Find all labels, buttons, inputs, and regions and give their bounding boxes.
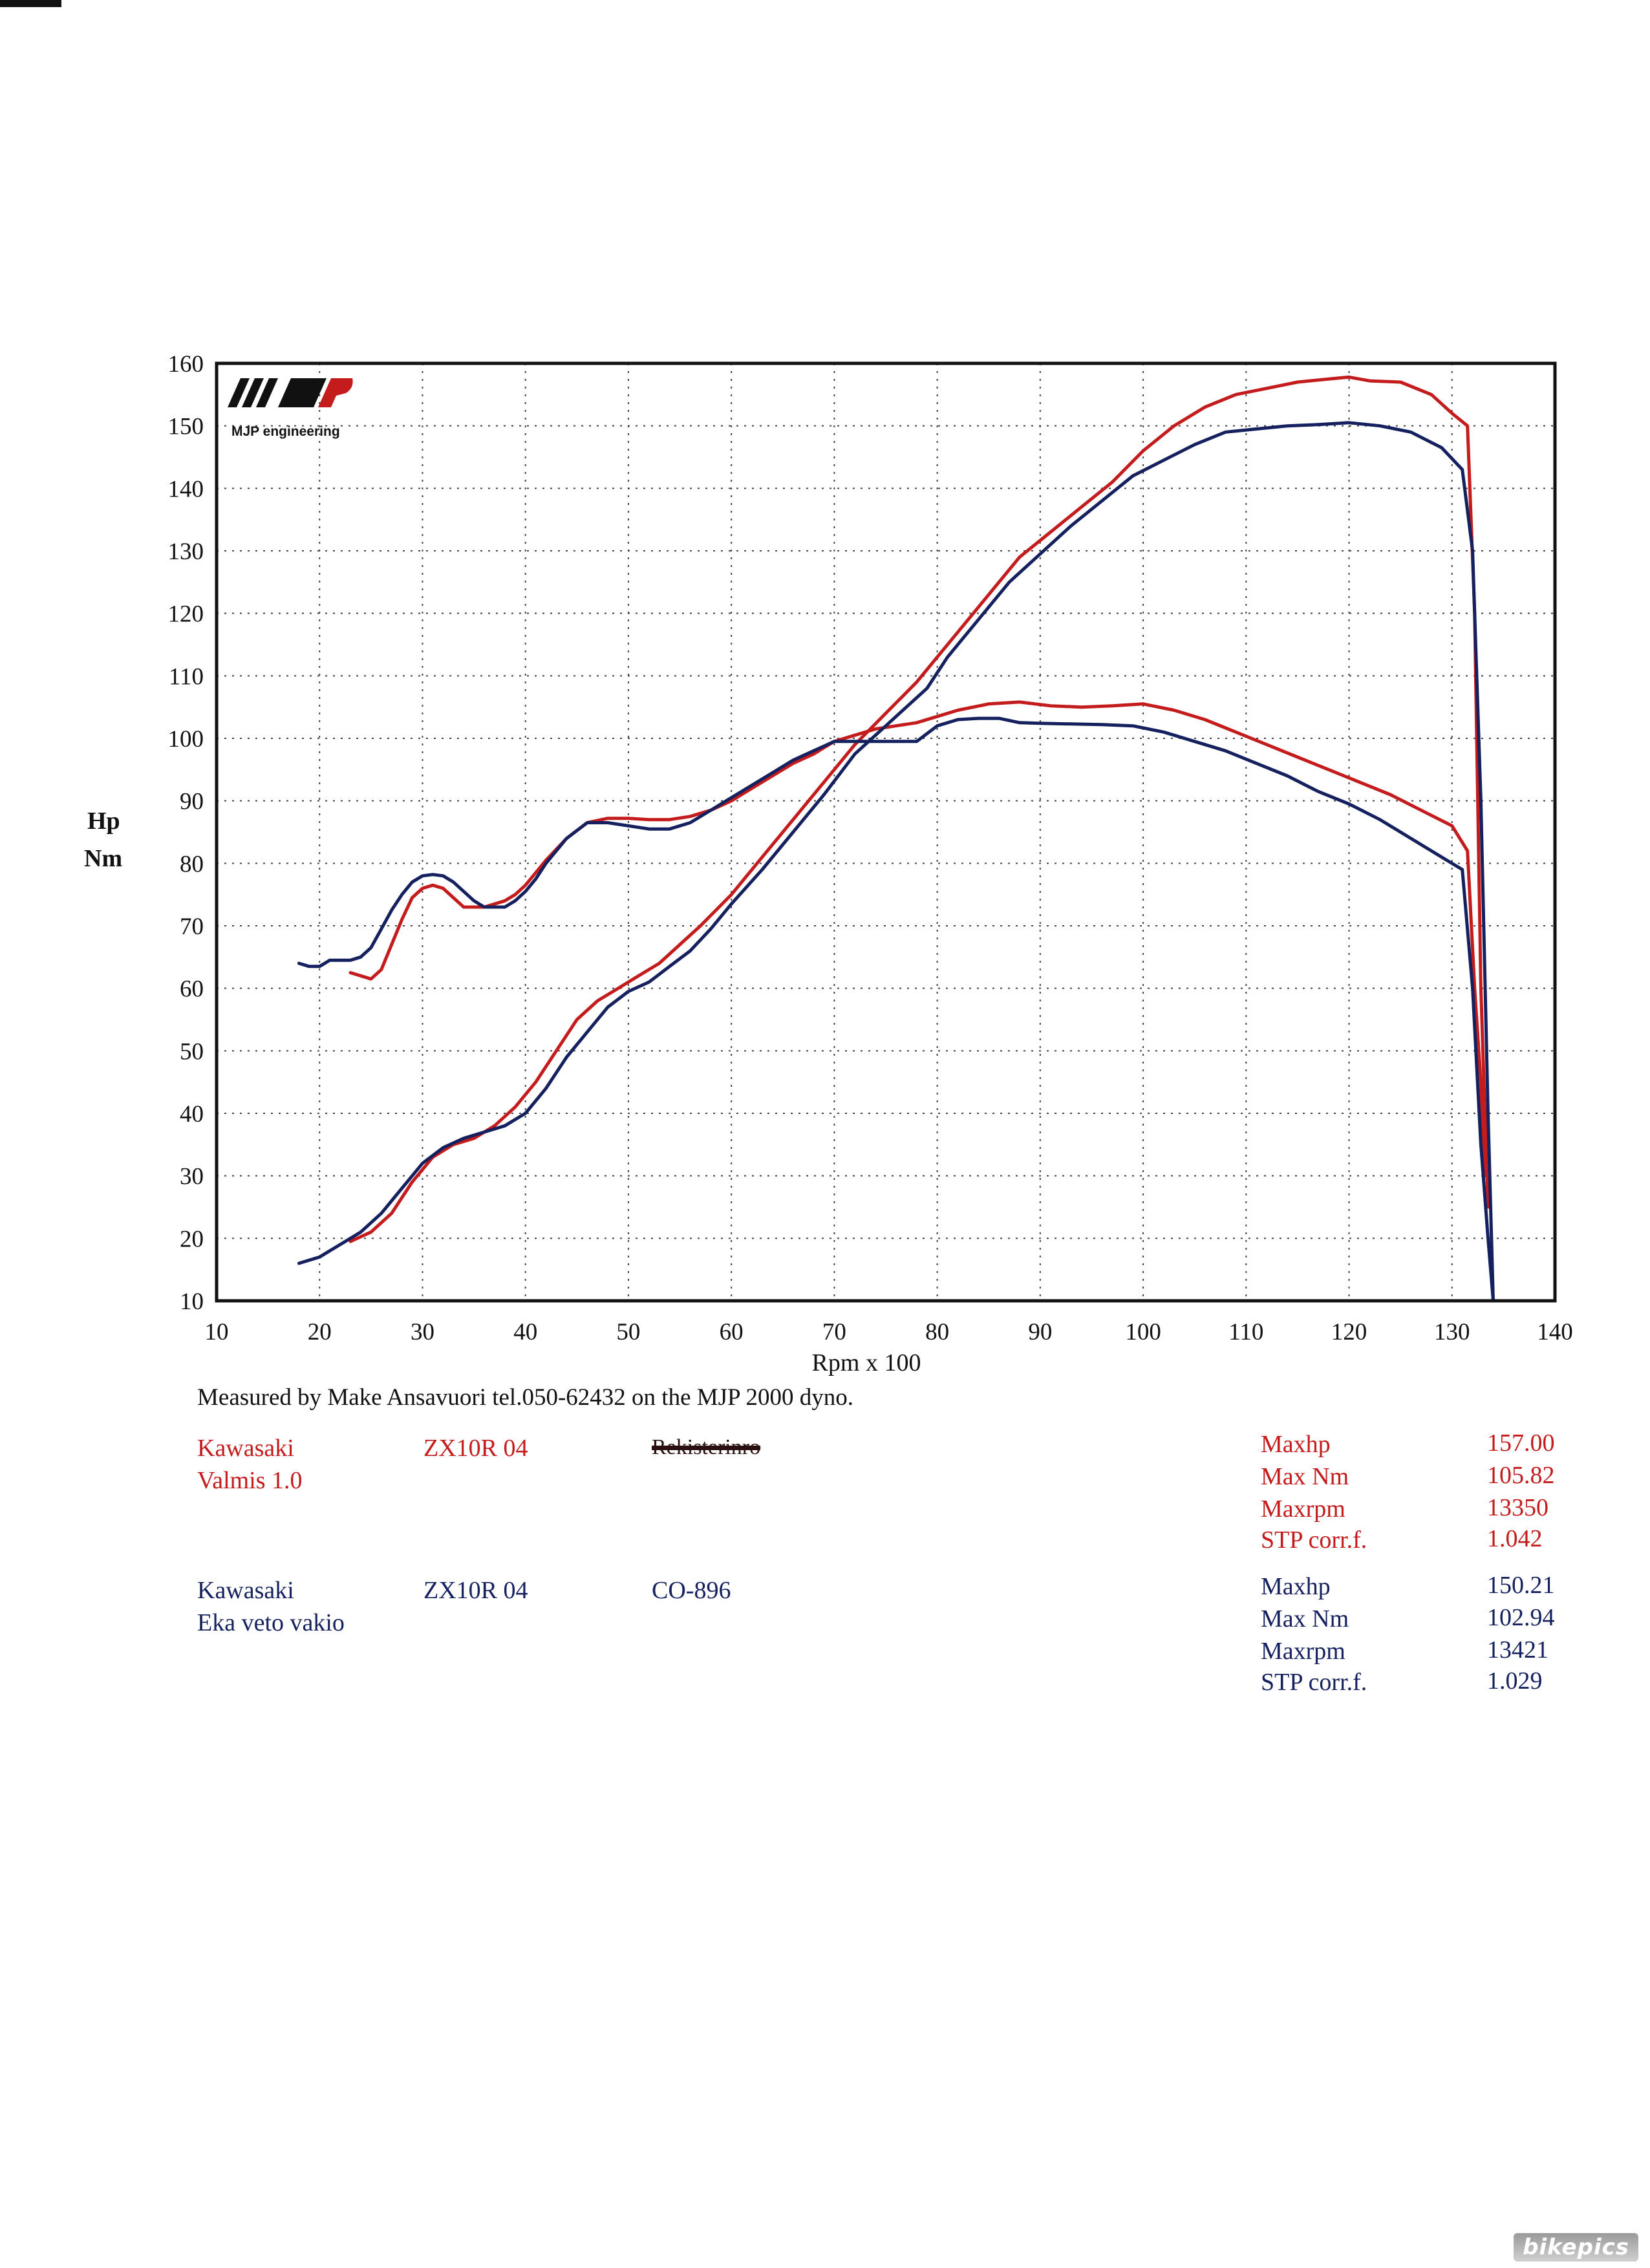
run1-desc: Valmis 1.0 bbox=[197, 1467, 303, 1494]
run2-stat-label-1: Max Nm bbox=[1261, 1605, 1349, 1632]
run2-stat-label-0: Maxhp bbox=[1261, 1573, 1331, 1600]
mjp-logo: MJP engineering bbox=[228, 378, 353, 439]
x-tick-label: 80 bbox=[925, 1319, 949, 1345]
run2-stat-label-2: Maxrpm bbox=[1261, 1638, 1345, 1665]
chart-series bbox=[297, 375, 1495, 1303]
run1-stat-value-0: 157.00 bbox=[1487, 1429, 1555, 1457]
run2-desc: Eka veto vakio bbox=[197, 1609, 345, 1636]
y-tick-label: 20 bbox=[180, 1226, 204, 1252]
dyno-chart: 102030405060708090100110120130140150160 … bbox=[168, 351, 1573, 1376]
x-tick-label: 20 bbox=[308, 1319, 332, 1345]
run2-model: ZX10R 04 bbox=[423, 1577, 528, 1604]
run2-stat-value-3: 1.029 bbox=[1487, 1667, 1543, 1695]
series-line-blue-hp bbox=[297, 421, 1495, 1303]
run1-stat-value-1: 105.82 bbox=[1487, 1462, 1555, 1489]
y-tick-label: 90 bbox=[180, 789, 204, 815]
run2-stat-value-1: 102.94 bbox=[1487, 1604, 1555, 1631]
y-axis-label-hp: Hp bbox=[87, 808, 120, 835]
x-tick-label: 60 bbox=[720, 1319, 744, 1345]
x-tick-label: 30 bbox=[411, 1319, 434, 1345]
x-tick-label: 110 bbox=[1228, 1319, 1263, 1345]
run2-make: Kawasaki bbox=[197, 1577, 294, 1604]
run1-stat-label-3: STP corr.f. bbox=[1261, 1526, 1367, 1554]
logo-text: MJP engineering bbox=[231, 424, 340, 439]
series-line-red-nm bbox=[348, 700, 1487, 1178]
y-tick-label: 30 bbox=[180, 1164, 204, 1190]
run2-id: CO-896 bbox=[652, 1577, 731, 1604]
y-tick-label: 100 bbox=[168, 726, 204, 753]
chart-grid bbox=[217, 363, 1555, 1301]
y-tick-label: 70 bbox=[180, 914, 204, 940]
run2-stat-label-3: STP corr.f. bbox=[1261, 1669, 1367, 1696]
y-tick-label: 40 bbox=[180, 1101, 204, 1128]
y-tick-label: 110 bbox=[169, 663, 204, 690]
x-tick-label: 40 bbox=[513, 1319, 537, 1345]
plot-frame bbox=[215, 361, 1557, 1303]
x-axis-label: Rpm x 100 bbox=[812, 1349, 921, 1376]
y-tick-label: 130 bbox=[168, 539, 204, 565]
run1-stat-label-1: Max Nm bbox=[1261, 1463, 1349, 1490]
series-line-red-hp bbox=[348, 375, 1490, 1243]
x-tick-label: 70 bbox=[822, 1319, 846, 1345]
y-tick-label: 10 bbox=[180, 1289, 204, 1315]
y-tick-label: 160 bbox=[168, 351, 204, 378]
x-axis-ticks: 10 20 30 40 50 60 70 80 90 100 110 120 130 140 bbox=[205, 1319, 1573, 1345]
x-tick-label: 100 bbox=[1125, 1319, 1161, 1345]
measured-by-text: Measured by Make Ansavuori tel.050-62432… bbox=[197, 1384, 853, 1411]
x-tick-label: 140 bbox=[1537, 1319, 1573, 1345]
x-tick-label: 120 bbox=[1331, 1319, 1367, 1345]
scan-corner-mark bbox=[0, 0, 61, 7]
y-tick-label: 60 bbox=[180, 976, 204, 1003]
run1-stat-label-2: Maxrpm bbox=[1261, 1495, 1345, 1523]
series-line-blue-nm bbox=[297, 716, 1495, 1303]
run1-stat-label-0: Maxhp bbox=[1261, 1431, 1331, 1458]
mjp-logo-stripes-icon bbox=[228, 378, 353, 407]
x-tick-label: 90 bbox=[1028, 1319, 1052, 1345]
y-tick-label: 80 bbox=[180, 851, 204, 877]
y-tick-label: 50 bbox=[180, 1038, 204, 1065]
bikepics-watermark: bikepics bbox=[1514, 2233, 1638, 2262]
y-axis-ticks: 10 20 30 40 50 60 70 80 90 100 110 120 130 140 150 160 bbox=[168, 351, 204, 1315]
run1-make: Kawasaki bbox=[197, 1435, 294, 1462]
run1-stat-value-3: 1.042 bbox=[1487, 1525, 1543, 1552]
run1-stat-value-2: 13350 bbox=[1487, 1494, 1548, 1521]
x-tick-label: 10 bbox=[205, 1319, 229, 1345]
y-tick-label: 150 bbox=[168, 414, 204, 440]
run1-model: ZX10R 04 bbox=[423, 1435, 528, 1462]
run1-id-struck: Rekisterinro bbox=[652, 1435, 761, 1459]
y-axis-label-nm: Nm bbox=[84, 845, 123, 872]
run2-stat-value-0: 150.21 bbox=[1487, 1572, 1555, 1599]
x-tick-label: 50 bbox=[616, 1319, 640, 1345]
run2-stat-value-2: 13421 bbox=[1487, 1636, 1548, 1664]
x-tick-label: 130 bbox=[1434, 1319, 1470, 1345]
y-tick-label: 140 bbox=[168, 476, 204, 502]
y-tick-label: 120 bbox=[168, 601, 204, 628]
